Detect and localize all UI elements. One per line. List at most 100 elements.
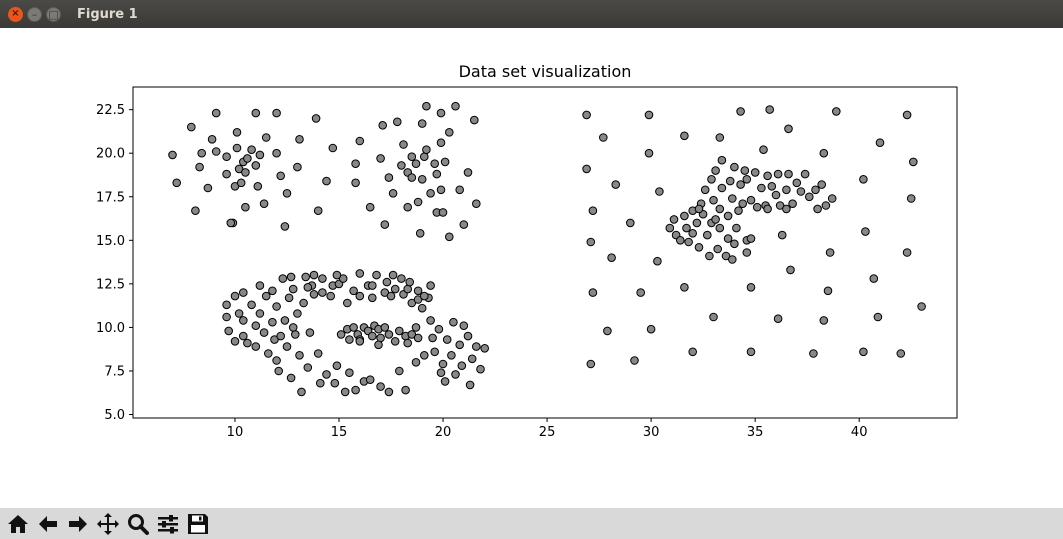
data-point <box>715 133 725 142</box>
data-point <box>422 101 431 111</box>
data-point <box>777 230 787 240</box>
points-layer <box>168 101 926 397</box>
data-point <box>420 152 429 161</box>
data-point <box>455 185 465 195</box>
data-point <box>222 312 231 322</box>
window-minimize-button[interactable]: – <box>27 6 42 22</box>
data-point <box>368 293 377 303</box>
data-point <box>365 375 375 385</box>
pan-button[interactable] <box>94 510 121 537</box>
y-tick-label: 12.5 <box>96 277 125 292</box>
data-point <box>417 303 427 313</box>
data-point <box>680 211 689 221</box>
data-point <box>796 187 806 196</box>
data-point <box>288 284 298 294</box>
forward-button[interactable] <box>64 510 91 537</box>
data-point <box>811 185 820 195</box>
data-point <box>259 199 269 208</box>
data-point <box>345 335 354 344</box>
data-point <box>819 316 829 325</box>
data-point <box>295 135 304 144</box>
data-point <box>349 286 358 296</box>
data-point <box>817 180 827 189</box>
data-point <box>397 161 406 170</box>
data-point <box>222 169 231 179</box>
data-point <box>700 185 710 195</box>
data-point <box>378 121 388 130</box>
data-point <box>311 114 321 123</box>
home-button[interactable] <box>4 510 31 537</box>
data-point <box>703 230 712 240</box>
data-point <box>440 157 450 167</box>
data-point <box>255 281 265 290</box>
back-button[interactable] <box>34 510 61 537</box>
window-close-button[interactable]: × <box>8 6 23 22</box>
data-point <box>705 251 714 261</box>
data-point <box>586 359 596 369</box>
data-point <box>322 176 331 186</box>
data-point <box>646 324 656 334</box>
data-point <box>247 300 256 310</box>
data-point <box>234 309 244 318</box>
data-point <box>407 173 417 182</box>
home-icon <box>7 514 28 533</box>
data-point <box>730 162 739 172</box>
data-point <box>644 148 654 158</box>
data-point <box>680 282 689 292</box>
y-tick-label: 5.0 <box>104 408 125 423</box>
data-point <box>413 197 423 207</box>
save-button[interactable] <box>184 510 211 537</box>
data-point <box>588 288 598 297</box>
data-point <box>717 155 727 165</box>
data-point <box>827 194 837 203</box>
data-point <box>234 164 244 174</box>
data-point <box>746 347 756 357</box>
data-point <box>330 378 340 388</box>
y-tick-label: 20.0 <box>96 147 125 162</box>
data-point <box>434 324 444 334</box>
data-point <box>291 330 300 339</box>
data-point <box>896 349 906 358</box>
figure-canvas[interactable]: Data set visualization 10 15 20 25 30 35 40 5.0… <box>0 28 1063 508</box>
data-point <box>465 380 475 390</box>
data-point <box>187 122 196 132</box>
data-point <box>480 344 490 353</box>
data-point <box>372 270 381 280</box>
subplots-button[interactable] <box>154 510 181 537</box>
data-point <box>445 232 454 242</box>
x-tick-label: 20 <box>435 425 452 440</box>
data-point <box>765 105 775 114</box>
data-point <box>272 108 281 118</box>
data-point <box>195 162 204 172</box>
data-point <box>413 286 423 296</box>
data-point <box>784 169 793 179</box>
zoom-button[interactable] <box>124 510 151 537</box>
data-point <box>420 291 429 301</box>
data-point <box>411 358 421 367</box>
data-point <box>463 331 473 341</box>
data-point <box>295 351 304 360</box>
data-point <box>303 282 313 292</box>
window-maximize-button[interactable]: □ <box>46 6 61 22</box>
zoom-icon <box>127 513 149 535</box>
data-point <box>211 108 221 118</box>
window-title: Figure 1 <box>77 6 138 22</box>
data-point <box>276 171 286 181</box>
data-point <box>800 169 810 179</box>
data-point <box>272 302 281 311</box>
data-point <box>436 185 446 195</box>
data-point <box>318 274 327 283</box>
data-point <box>417 175 427 184</box>
data-point <box>823 286 833 296</box>
data-point <box>239 316 248 325</box>
data-point <box>736 180 745 189</box>
data-point <box>318 288 327 297</box>
data-point <box>709 195 718 205</box>
data-point <box>459 220 469 229</box>
data-point <box>626 218 635 228</box>
data-point <box>276 331 286 341</box>
data-point <box>305 328 315 337</box>
data-point <box>740 166 750 175</box>
data-point <box>809 349 818 358</box>
data-point <box>382 277 392 287</box>
